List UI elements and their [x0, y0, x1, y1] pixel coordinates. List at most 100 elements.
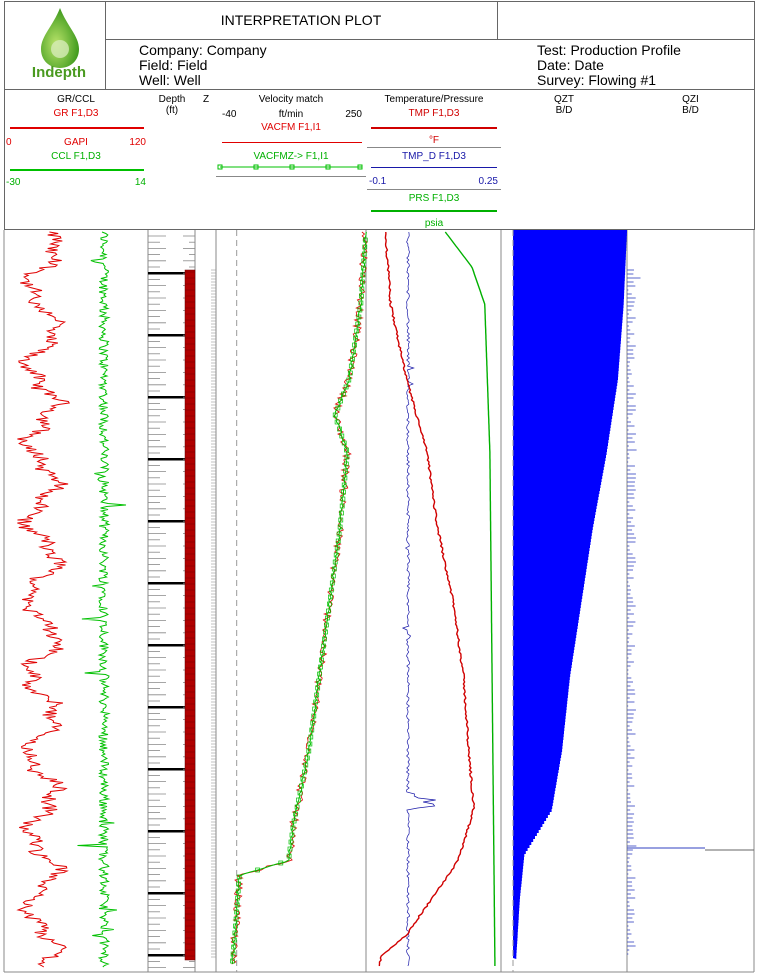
well-field: Well: Well: [139, 72, 201, 88]
vacfmz-marker: [343, 461, 349, 467]
vacfmz-marker: [233, 916, 239, 922]
vacfmz-marker: [291, 818, 297, 824]
vacfmz-marker: [337, 426, 342, 432]
vacfmz-marker: [310, 720, 316, 726]
gr-max: 120: [129, 137, 146, 148]
vacfmz-marker: [232, 930, 238, 936]
ccl-min: -30: [6, 177, 21, 188]
vacfmz-marker: [334, 545, 340, 551]
vacfmz-marker: [313, 699, 319, 705]
title-right-divider: [497, 1, 498, 39]
vacfmz-marker: [236, 881, 242, 887]
ccl-max: 14: [134, 177, 146, 188]
vacfmz-marker: [352, 342, 357, 348]
vacfmz-marker: [321, 643, 326, 649]
vacfmz-marker: [340, 496, 346, 502]
vacfmz-marker: [351, 349, 356, 355]
vacfmz-marker: [341, 440, 347, 446]
tmpd-curve: [401, 231, 436, 967]
vacfmz-curve: [231, 231, 367, 965]
vacfmz-line-sample: [217, 164, 363, 170]
vacfmz-marker: [307, 741, 313, 747]
grccl-title: GR/CCL: [57, 94, 95, 105]
page-title: INTERPRETATION PLOT: [220, 12, 382, 28]
gr-curve: [16, 231, 71, 968]
vacfmz-marker: [231, 937, 237, 943]
vacfmz-marker: [338, 517, 344, 523]
tmp-label: TMP F1,D3: [408, 108, 460, 119]
logo-text: Indepth: [31, 64, 87, 81]
vacfmz-marker: [297, 790, 303, 796]
vacfmz-marker: [287, 846, 293, 852]
gr-label: GR F1,D3: [53, 108, 99, 119]
vacfmz-marker: [234, 909, 240, 915]
vacfmz-marker: [309, 727, 315, 733]
vacfmz-marker: [233, 923, 238, 929]
vacfmz-marker: [311, 713, 317, 719]
vacfmz-marker: [332, 412, 338, 418]
vacfmz-marker: [337, 524, 343, 530]
vacfm-line-sample: [222, 142, 362, 143]
vacfmz-marker: [335, 405, 341, 411]
vacfmz-marker: [338, 398, 343, 404]
vacfmz-marker: [315, 685, 321, 691]
gr-line-sample: [10, 127, 144, 129]
vacfmz-marker: [308, 734, 314, 740]
vacfmz-marker: [322, 636, 327, 642]
vacfmz-marker: [359, 293, 364, 299]
vacfmz-marker: [336, 531, 342, 537]
vacfm-curve: [230, 231, 368, 965]
vacfmz-marker: [362, 244, 368, 250]
vacfmz-marker: [343, 468, 348, 474]
vacfmz-marker: [303, 762, 309, 768]
vacfmz-marker: [234, 902, 240, 908]
ccl-label: CCL F1,D3: [51, 151, 101, 162]
vacfmz-marker: [320, 650, 325, 656]
vacfmz-marker: [344, 447, 349, 453]
vacfmz-marker: [361, 258, 367, 264]
vacfmz-marker: [331, 566, 337, 572]
tmpd-label: TMP_D F1,D3: [402, 151, 466, 162]
vacfmz-marker: [344, 454, 350, 460]
vacfmz-marker: [302, 769, 307, 775]
header-frame: [4, 1, 755, 90]
vacfmz-marker: [359, 286, 365, 292]
vacfmz-marker: [341, 489, 346, 495]
track-header-frame: [4, 90, 755, 230]
vacfmz-marker: [324, 622, 329, 628]
indepth-logo: [25, 6, 95, 86]
tmp-unit: °F: [428, 135, 440, 146]
test-field: Test: Production Profile: [537, 42, 681, 58]
field-field: Field: Field: [139, 57, 208, 73]
vacfmz-marker: [230, 951, 236, 957]
vacfmz-marker: [342, 475, 348, 481]
prs-unit: psia: [424, 218, 444, 229]
vacfmz-marker: [357, 307, 363, 313]
vacfmz-marker: [289, 832, 295, 838]
vacfmz-marker: [329, 580, 335, 586]
depth-unit: (ft): [165, 105, 179, 116]
vacfmz-marker: [332, 559, 338, 565]
vacfmz-marker: [360, 279, 365, 285]
vacfmz-marker: [296, 797, 301, 803]
depth-title: Depth: [158, 94, 186, 105]
perforation-zone: [184, 269, 196, 961]
vacfmz-marker: [306, 748, 312, 754]
survey-field: Survey: Flowing #1: [537, 72, 657, 88]
droplet-icon: [41, 8, 79, 68]
temppres-title: Temperature/Pressure: [384, 94, 484, 105]
vacfmz-marker: [328, 594, 333, 600]
velocity-unit: ft/min: [278, 109, 304, 120]
vacfmz-marker: [339, 503, 345, 509]
tmp-curve: [378, 231, 476, 967]
logo-divider: [105, 1, 106, 90]
title-divider: [105, 39, 755, 40]
vacfmz-marker: [278, 860, 284, 866]
vacfmz-marker: [300, 776, 306, 782]
vacfmz-marker: [350, 356, 355, 362]
gr-min: 0: [6, 137, 12, 148]
prs-line-sample: [371, 210, 497, 212]
vacfmz-label: VACFMZ-> F1,I1: [253, 151, 329, 162]
vacfmz-marker: [343, 384, 349, 390]
tmpd-divider: [367, 189, 501, 190]
